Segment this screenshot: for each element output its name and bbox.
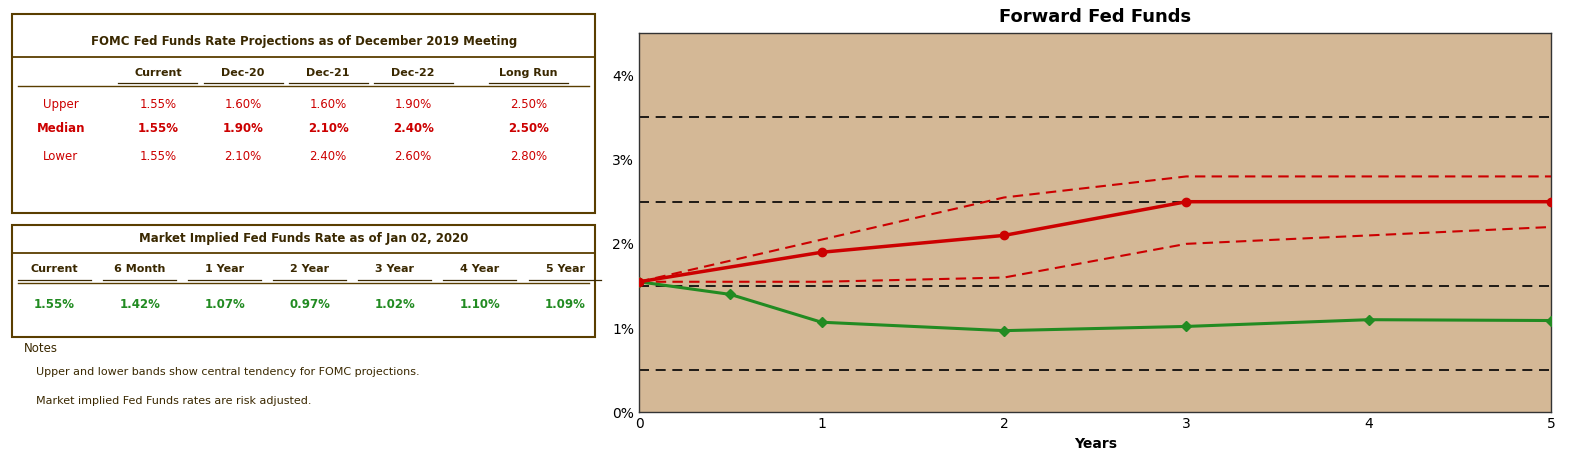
Text: Upper and lower bands show central tendency for FOMC projections.: Upper and lower bands show central tende…	[36, 367, 420, 377]
X-axis label: Years: Years	[1073, 437, 1117, 451]
Text: 2.60%: 2.60%	[394, 150, 432, 163]
Text: Median: Median	[36, 122, 85, 136]
Text: 1.07%: 1.07%	[205, 298, 245, 311]
Title: Forward Fed Funds: Forward Fed Funds	[999, 8, 1191, 26]
Text: Notes: Notes	[24, 342, 58, 355]
Text: 1.55%: 1.55%	[139, 98, 177, 111]
Text: FOMC Fed Funds Rate Projections as of December 2019 Meeting: FOMC Fed Funds Rate Projections as of De…	[90, 35, 518, 48]
Text: 1.90%: 1.90%	[394, 98, 432, 111]
Text: Dec-20: Dec-20	[221, 67, 265, 78]
Text: 1.55%: 1.55%	[35, 298, 76, 311]
Text: 3 Year: 3 Year	[376, 264, 415, 274]
Text: 1.60%: 1.60%	[309, 98, 347, 111]
Text: 1.55%: 1.55%	[137, 122, 178, 136]
Text: 0.97%: 0.97%	[289, 298, 330, 311]
Text: 4 Year: 4 Year	[461, 264, 500, 274]
Text: 1.55%: 1.55%	[139, 150, 177, 163]
Text: 1 Year: 1 Year	[205, 264, 245, 274]
Text: Current: Current	[134, 67, 181, 78]
Text: 1.10%: 1.10%	[459, 298, 500, 311]
Text: Upper: Upper	[43, 98, 79, 111]
Text: 2.10%: 2.10%	[224, 150, 262, 163]
Text: 1.90%: 1.90%	[222, 122, 264, 136]
Text: Market Implied Fed Funds Rate as of Jan 02, 2020: Market Implied Fed Funds Rate as of Jan …	[139, 232, 469, 246]
FancyBboxPatch shape	[13, 225, 595, 337]
Text: Current: Current	[32, 264, 79, 274]
Text: 5 Year: 5 Year	[546, 264, 584, 274]
Text: 6 Month: 6 Month	[114, 264, 166, 274]
Text: 1.60%: 1.60%	[224, 98, 262, 111]
Text: Dec-22: Dec-22	[391, 67, 436, 78]
Text: Long Run: Long Run	[499, 67, 557, 78]
Text: Dec-21: Dec-21	[306, 67, 350, 78]
Text: 2.10%: 2.10%	[308, 122, 349, 136]
Text: 2 Year: 2 Year	[290, 264, 330, 274]
Text: 2.50%: 2.50%	[510, 98, 548, 111]
Text: Market implied Fed Funds rates are risk adjusted.: Market implied Fed Funds rates are risk …	[36, 395, 312, 406]
Text: 1.09%: 1.09%	[544, 298, 585, 311]
Text: 2.50%: 2.50%	[508, 122, 549, 136]
Text: 2.40%: 2.40%	[309, 150, 347, 163]
Text: 2.80%: 2.80%	[510, 150, 548, 163]
Text: 1.02%: 1.02%	[374, 298, 415, 311]
Text: 1.42%: 1.42%	[120, 298, 161, 311]
Text: 2.40%: 2.40%	[393, 122, 434, 136]
FancyBboxPatch shape	[13, 14, 595, 213]
Text: Lower: Lower	[43, 150, 79, 163]
